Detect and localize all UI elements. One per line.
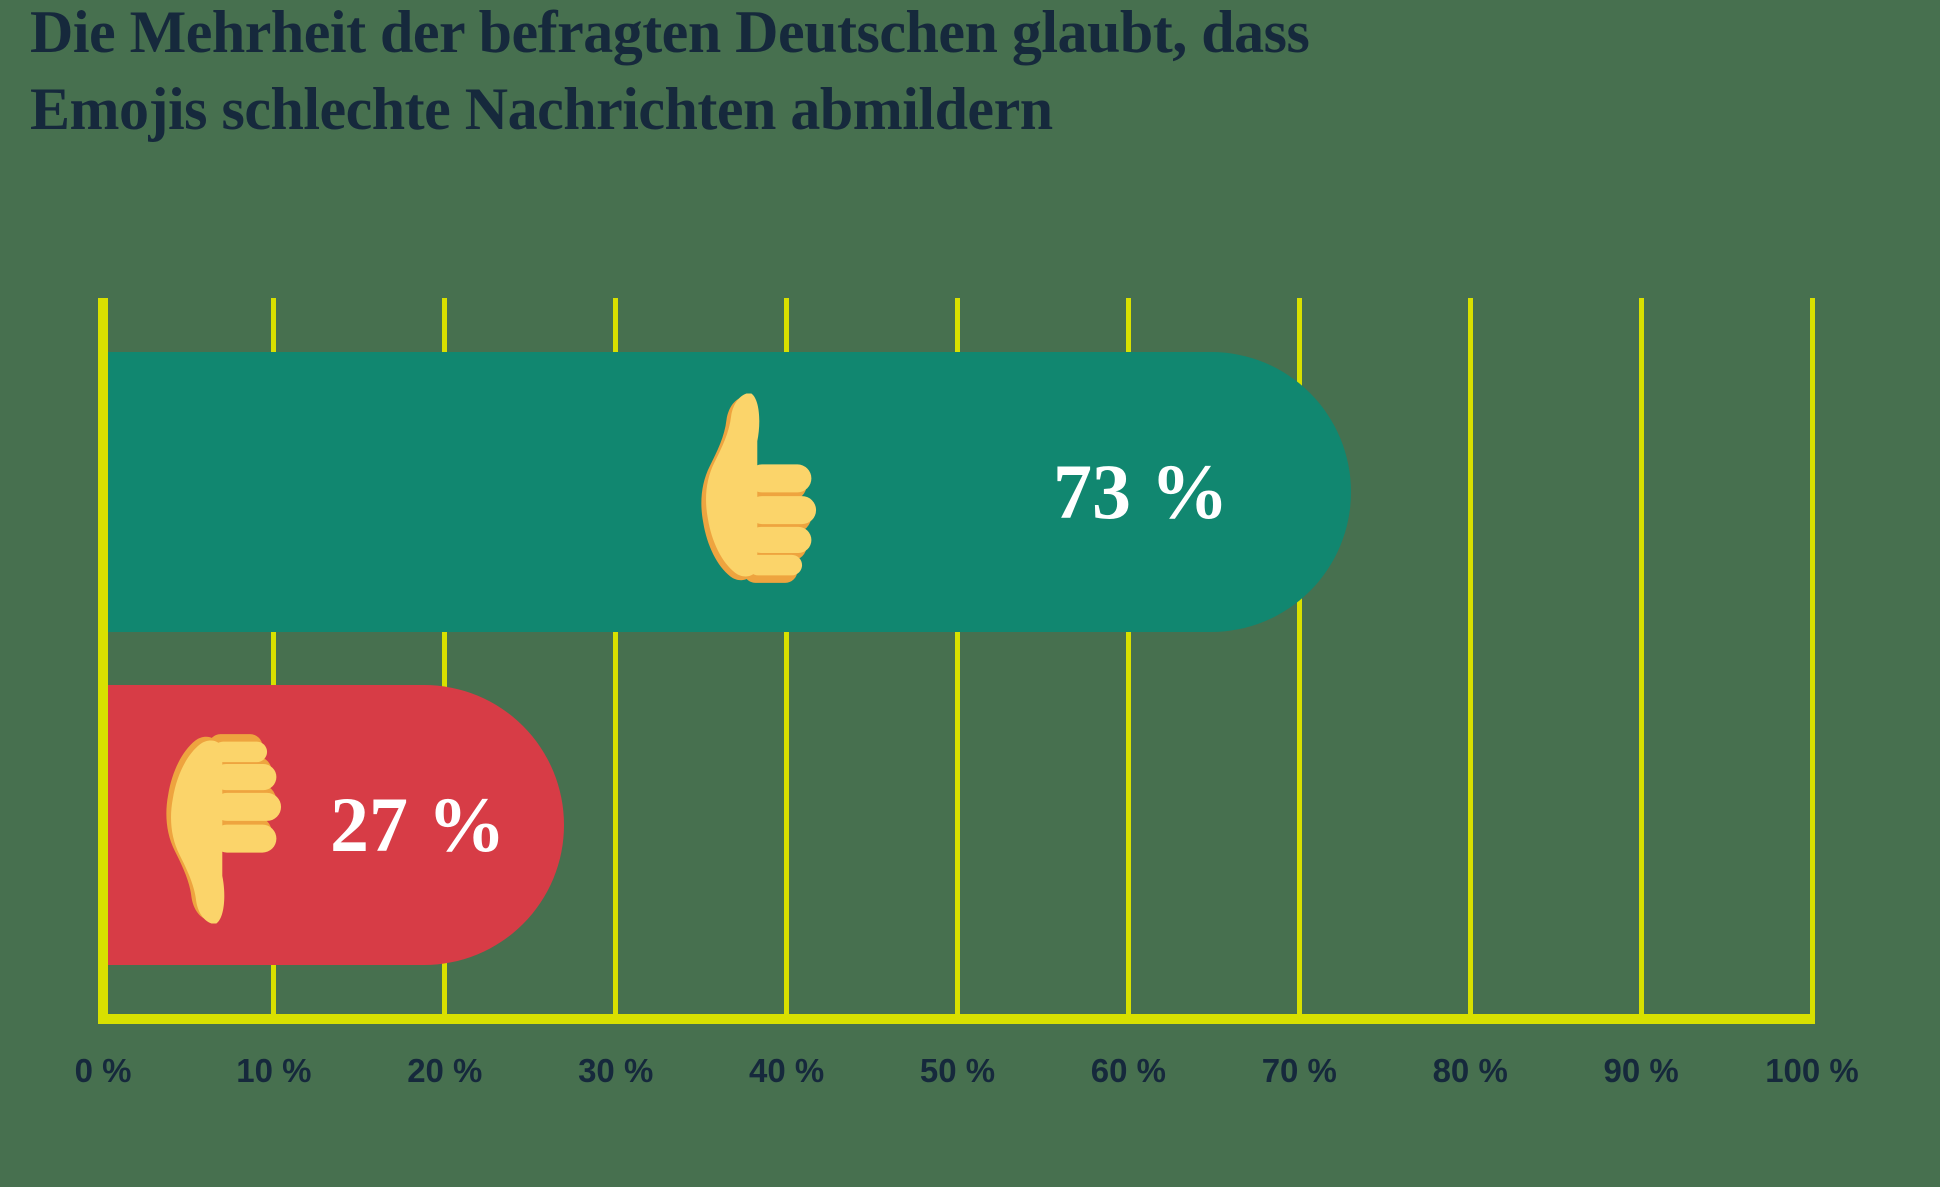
- plot-area: 73 % 27 % 0 % 10 % 20 % 30 % 40 % 50 % 60 % 70 …: [75, 298, 1859, 1089]
- x-tick-label-40: 40 %: [748, 1052, 825, 1089]
- x-tick-label-0: 0 %: [74, 1052, 132, 1089]
- chart-title: Die Mehrheit der befragten Deutschen gla…: [30, 0, 1310, 148]
- bar-value-label: 73 %: [1053, 448, 1229, 535]
- bar-thumbs-down: 27 %: [108, 685, 565, 965]
- x-tick-label-30: 30 %: [578, 1052, 654, 1089]
- x-tick-label-90: 90 %: [1603, 1052, 1679, 1089]
- gridline-70: [1296, 298, 1302, 1014]
- x-tick-label-10: 10 %: [236, 1052, 312, 1089]
- thumbs-down-emoji: [157, 727, 282, 925]
- x-tick-label-20: 20 %: [407, 1052, 483, 1089]
- gridline-30: [613, 298, 619, 1014]
- x-tick-label-100: 100 %: [1765, 1052, 1859, 1089]
- gridline-60: [1125, 298, 1131, 1014]
- gridline-20: [442, 298, 448, 1014]
- chart-title-line-2: Emojis schlechte Nachrichten abmildern: [30, 76, 1053, 142]
- gridline-100: [1809, 298, 1815, 1014]
- x-axis-line: [98, 1014, 1815, 1024]
- chart-title-line-1: Die Mehrheit der befragten Deutschen gla…: [30, 0, 1310, 65]
- x-tick-label-70: 70 %: [1261, 1052, 1337, 1089]
- x-tick-label-50: 50 %: [919, 1052, 996, 1089]
- thumbs-up-emoji: [692, 392, 817, 591]
- gridline-90: [1638, 298, 1644, 1014]
- gridline-40: [784, 298, 790, 1014]
- x-tick-label-80: 80 %: [1432, 1052, 1508, 1089]
- bar-thumbs-up: 73 %: [108, 352, 1351, 632]
- gridline-80: [1467, 298, 1473, 1014]
- gridline-10: [271, 298, 277, 1014]
- x-tick-label-60: 60 %: [1090, 1052, 1166, 1089]
- gridline-50: [955, 298, 960, 1014]
- bar-value-label: 27 %: [330, 781, 506, 868]
- y-axis-line: [98, 298, 108, 1024]
